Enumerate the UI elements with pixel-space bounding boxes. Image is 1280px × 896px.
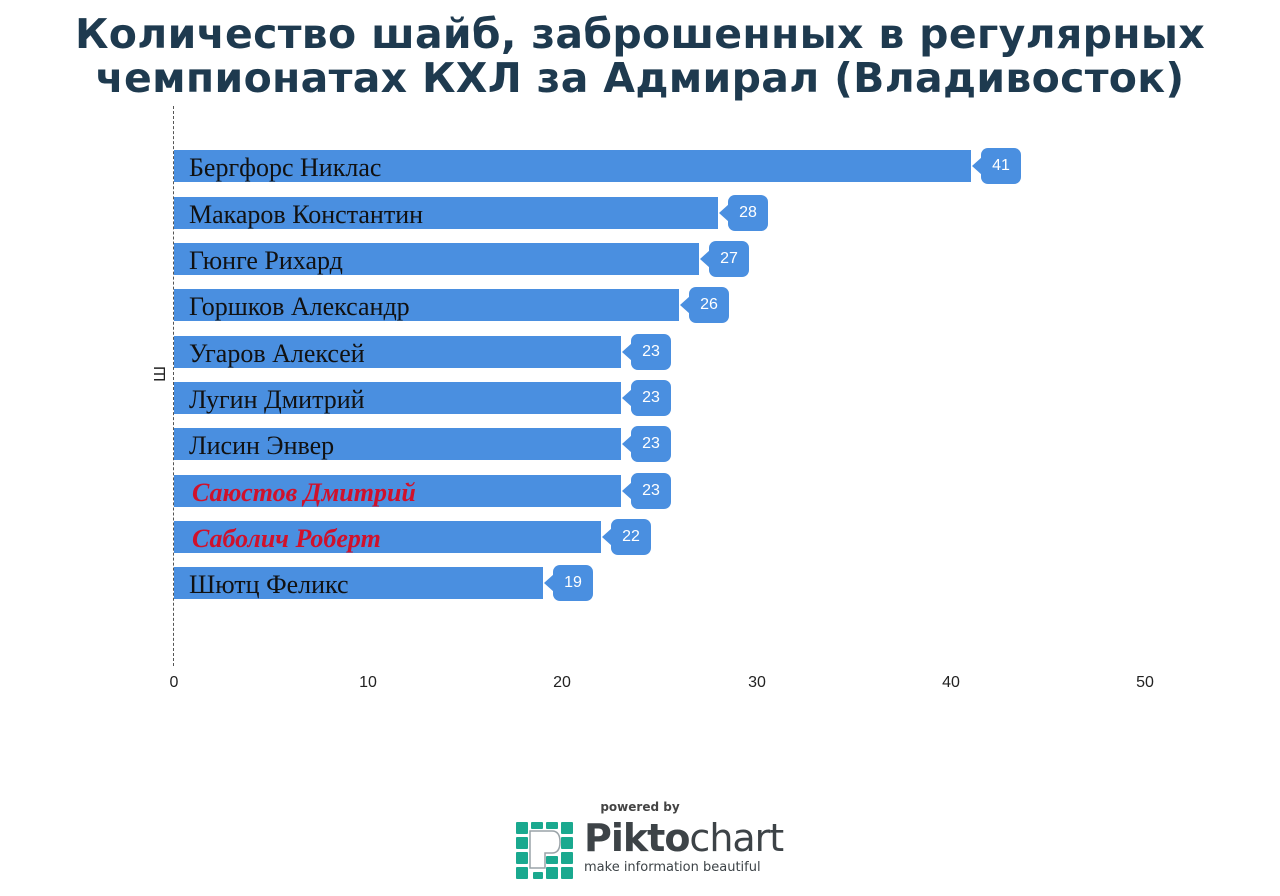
tagline: make information beautiful — [584, 860, 761, 875]
value-badge: 41 — [972, 148, 1021, 184]
piktochart-wordmark: Piktochart — [584, 816, 784, 860]
bar-label-highlighted: Саболич Роберт — [192, 524, 381, 553]
bar — [174, 197, 718, 229]
x-tick: 20 — [553, 674, 571, 691]
x-tick: 10 — [359, 674, 377, 691]
x-tick: 30 — [748, 674, 766, 691]
y-axis-label: Ш — [151, 365, 169, 383]
brand-thin: chart — [689, 816, 784, 860]
piktochart-logo-icon — [516, 822, 573, 879]
bar — [174, 567, 543, 599]
value-badge: 23 — [622, 473, 671, 509]
bar — [174, 475, 621, 507]
bar-label: Гюнге Рихард — [189, 246, 343, 275]
chart-title-line-1: Количество шайб, заброшенных в регулярны… — [74, 10, 1206, 58]
value-badge: 26 — [680, 287, 729, 323]
bar-label: Бергфорс Никлас — [189, 153, 382, 182]
value-badge: 19 — [544, 565, 593, 601]
bar — [174, 336, 621, 368]
value-badge: 28 — [719, 195, 768, 231]
bar-label: Угаров Алексей — [189, 339, 365, 368]
value-badge: 23 — [622, 334, 671, 370]
bar-label: Лисин Энвер — [189, 431, 335, 460]
x-tick: 0 — [169, 674, 179, 691]
bar — [174, 521, 601, 553]
bar-label: Лугин Дмитрий — [189, 385, 365, 414]
bar-label: Макаров Константин — [189, 200, 424, 229]
value-badge: 23 — [622, 426, 671, 462]
bar-label: Шютц Феликс — [189, 570, 349, 599]
value-badge: 22 — [602, 519, 651, 555]
bar — [174, 289, 679, 321]
value-badge: 27 — [700, 241, 749, 277]
bar-label-highlighted: Саюстов Дмитрий — [192, 478, 416, 507]
y-axis-line — [173, 106, 174, 666]
chart-title-line-2: чемпионатах КХЛ за Адмирал (Владивосток) — [95, 54, 1185, 102]
value-badge: 23 — [622, 380, 671, 416]
x-tick: 40 — [942, 674, 960, 691]
bar — [174, 150, 971, 182]
x-tick: 50 — [1136, 674, 1154, 691]
powered-by-text: powered by — [600, 800, 680, 814]
bar-label: Горшков Александр — [189, 292, 410, 321]
brand-bold: Pikto — [584, 816, 690, 860]
bar — [174, 382, 621, 414]
chart-title: Количество шайб, заброшенных в регулярны… — [0, 12, 1280, 100]
bar — [174, 428, 621, 460]
bar — [174, 243, 699, 275]
